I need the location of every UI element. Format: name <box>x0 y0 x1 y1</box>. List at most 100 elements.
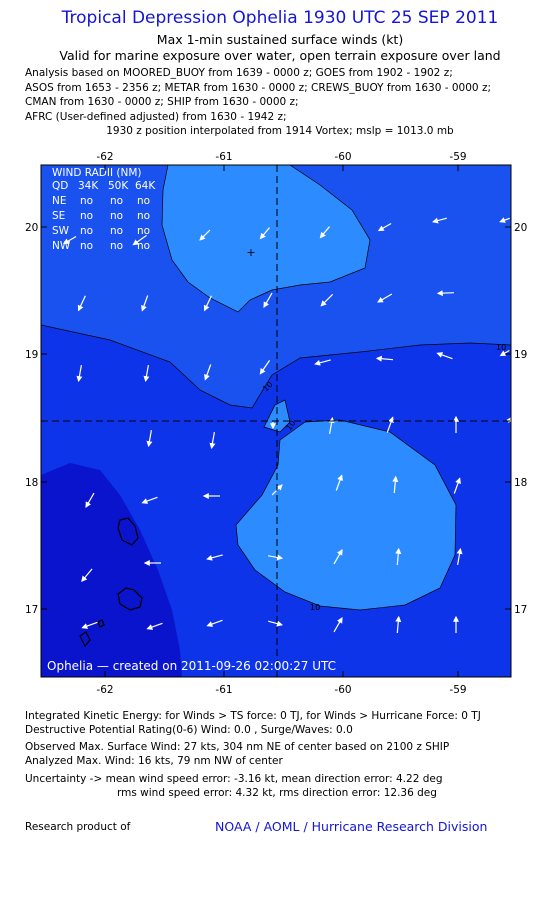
wind-vector-arrow-icon <box>268 620 283 627</box>
map-frame <box>40 164 512 678</box>
wind-radii-table: WIND RADII (NM) QD 34K 50K 64K NE no no no S… <box>52 167 156 252</box>
contour-lines <box>41 165 511 611</box>
map-credit: Ophelia — created on 2011-09-26 02:00:27… <box>47 659 336 673</box>
wind-radii-cell: no <box>137 195 150 207</box>
wind-radii-cell: NW <box>52 240 71 252</box>
wind-vector-arrow-icon <box>77 295 86 312</box>
wind-vector-arrow-icon <box>436 290 455 297</box>
wind-radii-cell: SW <box>52 225 70 237</box>
wind-radii-cell: no <box>137 225 150 237</box>
ike-line: Integrated Kinetic Energy: for Winds > T… <box>25 710 481 722</box>
wind-vector-arrow-icon <box>146 622 163 630</box>
latitude-label-left: 18 <box>25 477 38 489</box>
wind-vector-arrow-icon <box>386 416 394 433</box>
latitude-label-right: 19 <box>514 349 527 361</box>
wind-radii-cell: no <box>80 225 93 237</box>
analysis-line: CMAN from 1630 - 0000 z; SHIP from 1630 … <box>25 96 299 109</box>
longitude-label-top: -60 <box>334 151 351 163</box>
wind-vector-arrow-icon <box>132 234 147 246</box>
weak-wind-region-north <box>162 165 370 312</box>
wind-vector-arrow-icon <box>259 360 271 375</box>
center-crosshair <box>41 165 511 677</box>
wind-vector-arrow-icon <box>314 359 331 366</box>
latitude-label-left: 19 <box>25 349 38 361</box>
longitude-label-top: -59 <box>449 151 466 163</box>
wind-radii-cell: no <box>137 240 150 252</box>
validity-note: Valid for marine exposure over water, op… <box>59 48 501 63</box>
map-title: Tropical Depression Ophelia 1930 UTC 25 … <box>61 8 499 28</box>
wind-vector-arrow-icon <box>377 293 393 303</box>
wind-vectors <box>62 217 511 634</box>
wind-vector-arrow-icon <box>206 619 223 627</box>
wind-vector-arrow-icon <box>506 416 511 424</box>
research-label: Research product of <box>25 821 131 833</box>
wind-vector-arrow-icon <box>456 547 463 566</box>
wind-vector-arrow-icon <box>499 217 510 223</box>
noaa-aoml-link[interactable]: NOAA / AOML / Hurricane Research Divisio… <box>215 819 488 834</box>
wind-vector-arrow-icon <box>141 295 149 312</box>
wind-radii-header: 50K <box>108 180 129 192</box>
wind-radii-title: WIND RADII (NM) <box>52 167 142 179</box>
wind-radii-header: 64K <box>135 180 156 192</box>
island-outlines <box>79 517 143 648</box>
longitude-label-bottom: -60 <box>334 684 351 696</box>
wind-vector-arrow-icon <box>143 364 150 383</box>
wind-radii-cell: no <box>110 225 123 237</box>
longitude-label-top: -61 <box>215 151 232 163</box>
wind-radii-cell: no <box>80 210 93 222</box>
wind-vector-arrow-icon <box>81 568 93 583</box>
wind-radii-header: 34K <box>78 180 99 192</box>
longitude-label-top: -62 <box>96 151 113 163</box>
latitude-label-right: 20 <box>514 222 527 234</box>
wind-vector-arrow-icon <box>62 235 77 245</box>
contour-label: 10 <box>310 603 320 612</box>
wind-vector-arrow-icon <box>375 355 394 362</box>
wind-radii-cell: NE <box>52 195 67 207</box>
footer-uncertainty: Uncertainty -> mean wind speed error: -3… <box>25 773 443 800</box>
uncertainty-line-1: Uncertainty -> mean wind speed error: -3… <box>25 773 443 785</box>
wind-radii-cell: no <box>80 240 93 252</box>
wind-vector-arrow-icon <box>320 293 334 307</box>
wind-vector-arrow-icon <box>395 615 402 634</box>
wind-vector-arrow-icon <box>436 352 453 360</box>
wind-radii-cell: no <box>110 240 123 252</box>
map-subtitle: Max 1-min sustained surface winds (kt) <box>156 32 404 47</box>
wind-vector-arrow-icon <box>259 227 270 240</box>
wind-vector-arrow-icon <box>453 477 461 494</box>
axis-ticks <box>41 165 511 677</box>
wind-vector-arrow-icon <box>335 474 343 491</box>
wind-radii-cell: SE <box>52 210 65 222</box>
latitude-label-right: 17 <box>514 604 527 616</box>
latitude-label-left: 17 <box>25 604 38 616</box>
longitude-label-bottom: -59 <box>449 684 466 696</box>
analysis-line: ASOS from 1653 - 2356 z; METAR from 1630… <box>25 81 491 94</box>
wind-radii-cell: no <box>110 210 123 222</box>
wind-vector-arrow-icon <box>199 229 211 241</box>
wind-vector-arrow-icon <box>432 217 447 224</box>
dpr-line: Destructive Potential Rating(0-6) Wind: … <box>25 723 353 736</box>
longitude-label-bottom: -61 <box>215 684 232 696</box>
wind-vector-arrow-icon <box>267 554 284 561</box>
uncertainty-line-2: rms wind speed error: 4.32 kt, rms direc… <box>117 786 437 799</box>
wind-vector-arrow-icon <box>206 554 223 561</box>
position-note: 1930 z position interpolated from 1914 V… <box>106 125 454 137</box>
strong-wind-region-southwest <box>41 463 182 677</box>
wind-radii-cell: no <box>137 210 150 222</box>
wind-radii-header: QD <box>52 180 68 192</box>
wind-radii-cell: no <box>110 195 123 207</box>
wind-vector-arrow-icon <box>81 621 98 629</box>
wind-vector-arrow-icon <box>203 295 212 312</box>
footer-max-winds: Observed Max. Surface Wind: 27 kts, 304 … <box>25 741 449 768</box>
observed-max-line: Observed Max. Surface Wind: 27 kts, 304 … <box>25 741 450 753</box>
wind-vector-arrow-icon <box>76 364 83 383</box>
wind-vector-arrow-icon <box>333 549 343 565</box>
analysis-line: AFRC (User-defined adjusted) from 1630 -… <box>25 110 287 123</box>
wind-vector-arrow-icon <box>263 292 273 308</box>
latitude-label-left: 20 <box>25 222 38 234</box>
wind-vector-arrow-icon <box>499 349 510 357</box>
wind-radii-cell: no <box>80 195 93 207</box>
wind-vector-arrow-icon <box>377 222 392 232</box>
contour-label: 10 <box>496 343 506 352</box>
wind-vector-arrow-icon <box>146 429 153 448</box>
wind-vector-arrow-icon <box>209 431 216 450</box>
